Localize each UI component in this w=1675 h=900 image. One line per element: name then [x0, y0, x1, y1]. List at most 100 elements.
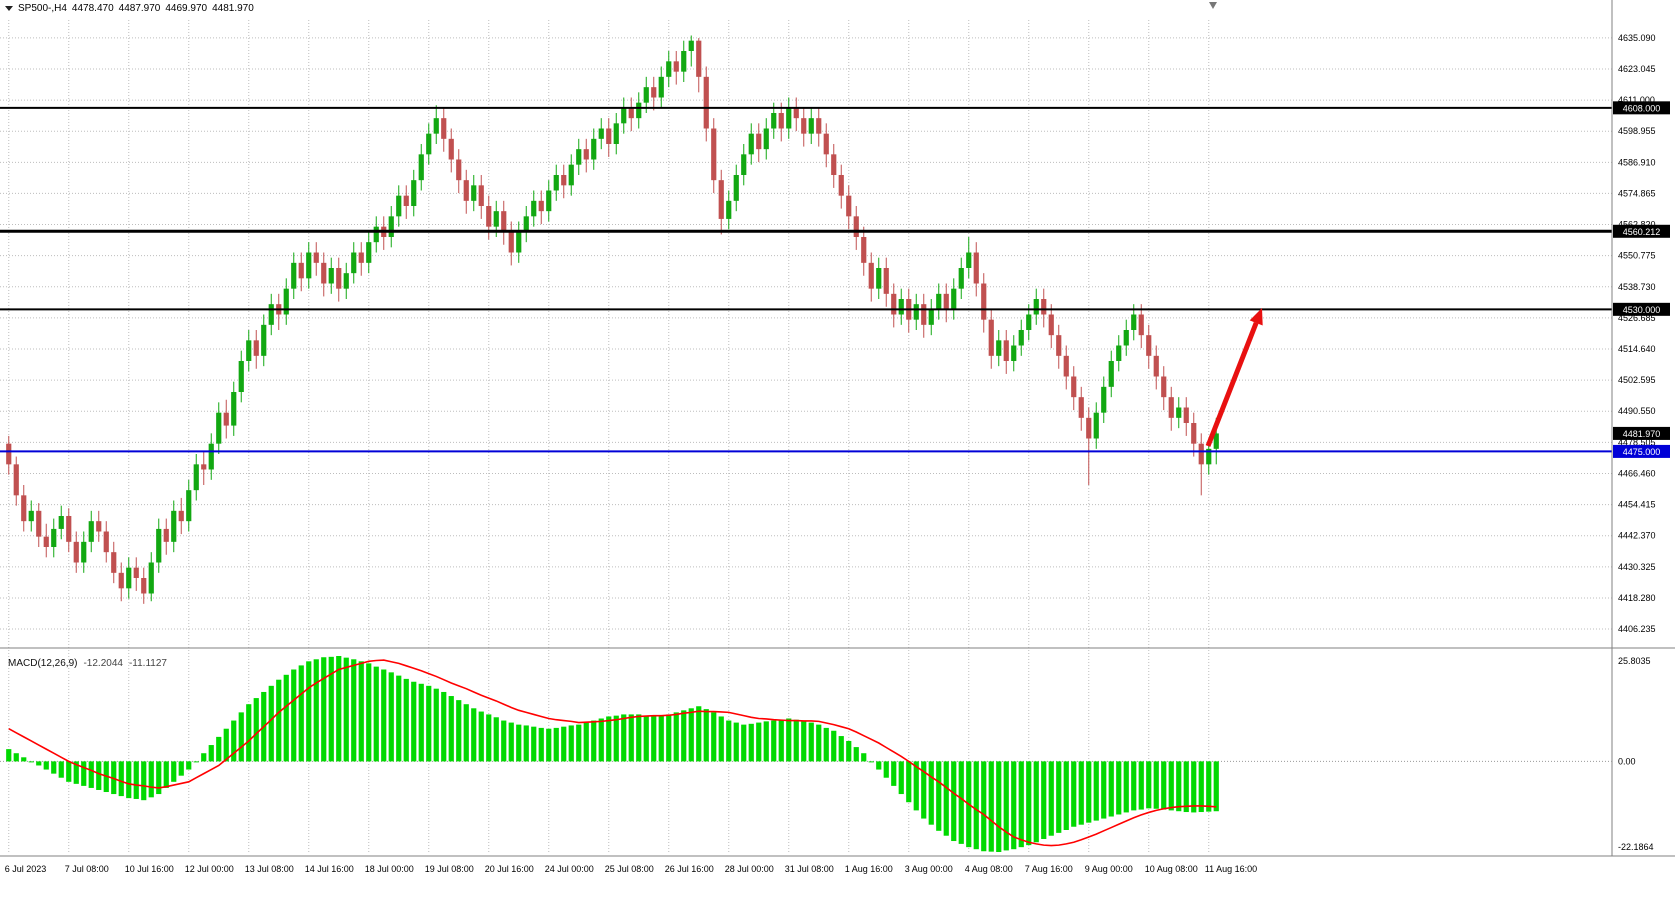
- macd-histogram-bar: [268, 685, 274, 762]
- macd-histogram-bar: [891, 761, 897, 786]
- candle-body: [831, 154, 837, 175]
- macd-histogram-bar: [396, 675, 402, 762]
- price-axis-label: 4430.325: [1618, 562, 1656, 572]
- candle-body: [1033, 299, 1039, 315]
- candle-body: [606, 128, 612, 144]
- price-axis-label: 4466.460: [1618, 468, 1656, 478]
- macd-histogram-bar: [6, 749, 12, 762]
- candle-body: [966, 252, 972, 268]
- macd-histogram-bar: [591, 720, 597, 762]
- macd-histogram-bar: [786, 718, 792, 762]
- trend-arrow-shaft[interactable]: [1205, 321, 1259, 447]
- candle-body: [351, 252, 357, 274]
- macd-histogram-bar: [1086, 761, 1092, 823]
- macd-histogram-bar: [703, 709, 709, 762]
- macd-indicator-label: MACD(12,26,9) -12.2044 -11.1127: [8, 658, 167, 669]
- price-axis-label: 4598.955: [1618, 126, 1656, 136]
- macd-name: MACD(12,26,9): [8, 658, 78, 669]
- candle-body: [463, 180, 469, 201]
- macd-histogram-bar: [81, 761, 87, 786]
- macd-histogram-bar: [726, 720, 732, 762]
- candle-body: [876, 268, 882, 289]
- macd-histogram-bar: [1116, 761, 1122, 815]
- candle-body: [43, 536, 49, 547]
- candle-body: [868, 262, 874, 289]
- trend-arrow-head[interactable]: [1249, 308, 1263, 326]
- macd-histogram-bar: [1138, 761, 1144, 810]
- macd-histogram-bar: [906, 761, 912, 803]
- candle-body: [1093, 412, 1099, 439]
- candle-body: [96, 521, 102, 532]
- candle-body: [1078, 397, 1084, 418]
- candle-body: [111, 552, 117, 573]
- symbol-dropdown-icon[interactable]: [5, 6, 13, 11]
- macd-histogram-bar: [673, 712, 679, 762]
- candle-body: [516, 231, 522, 253]
- macd-histogram-bar: [531, 726, 537, 762]
- candle-body: [283, 288, 289, 315]
- candle-body: [711, 128, 717, 181]
- macd-histogram-bar: [696, 706, 702, 762]
- macd-histogram-bar: [1213, 761, 1219, 812]
- candle-body: [921, 304, 927, 325]
- candle-body: [66, 516, 72, 542]
- macd-histogram-bar: [643, 715, 649, 762]
- chart-shift-marker-icon: [1209, 2, 1217, 9]
- candle-body: [321, 262, 327, 284]
- ohlc-low: 4469.970: [165, 3, 208, 14]
- candle-body: [748, 133, 754, 155]
- macd-histogram-bar: [1168, 761, 1174, 811]
- macd-histogram-bar: [1206, 761, 1212, 812]
- time-axis-label: 6 Jul 2023: [5, 864, 47, 874]
- candle-body: [996, 340, 1002, 356]
- macd-histogram-bar: [636, 714, 642, 762]
- macd-signal-line: [8, 659, 1217, 847]
- price-axis-label: 4502.595: [1618, 375, 1656, 385]
- candle-body: [913, 304, 919, 320]
- macd-histogram-bar: [418, 683, 424, 762]
- macd-histogram-bar: [936, 761, 942, 831]
- candle-body: [73, 541, 79, 563]
- price-axis-label: 4586.910: [1618, 157, 1656, 167]
- candle-body: [118, 572, 124, 589]
- candle-body: [666, 61, 672, 77]
- candle-body: [433, 118, 439, 134]
- candle-body: [696, 40, 702, 77]
- macd-histogram-bar: [373, 666, 379, 762]
- candle-body: [28, 510, 34, 522]
- candle-body: [1026, 314, 1032, 330]
- macd-histogram-bar: [816, 724, 822, 762]
- macd-histogram-bar: [1101, 761, 1107, 819]
- time-axis-label: 25 Jul 08:00: [605, 864, 654, 874]
- macd-scale-zero-label: 0.00: [1618, 756, 1636, 766]
- candle-body: [988, 319, 994, 356]
- candle-body: [103, 531, 109, 553]
- macd-histogram-bar: [943, 761, 949, 836]
- candle-body: [1048, 314, 1054, 336]
- candle-body: [1071, 376, 1077, 398]
- macd-histogram-bar: [501, 720, 507, 762]
- macd-histogram-bar: [771, 720, 777, 762]
- candle-body: [156, 528, 162, 563]
- macd-histogram-bar: [1071, 761, 1077, 827]
- macd-histogram-bar: [831, 730, 837, 762]
- macd-histogram-bar: [583, 722, 589, 762]
- candle-body: [1138, 314, 1144, 336]
- macd-histogram-bar: [1108, 761, 1114, 817]
- macd-histogram-bar: [598, 718, 604, 762]
- price-axis-label: 4442.370: [1618, 531, 1656, 541]
- macd-histogram-bar: [718, 716, 724, 762]
- macd-histogram-bar: [1161, 761, 1167, 810]
- candle-body: [763, 128, 769, 150]
- macd-histogram-bar: [988, 761, 994, 852]
- macd-histogram-bar: [463, 704, 469, 762]
- candle-body: [853, 216, 859, 237]
- macd-histogram-bar: [231, 720, 237, 762]
- price-axis-label: 4623.045: [1618, 64, 1656, 74]
- macd-histogram-bar: [381, 669, 387, 762]
- macd-histogram-bar: [336, 656, 342, 762]
- candle-body: [148, 562, 154, 594]
- candle-body: [553, 175, 559, 191]
- time-axis-label: 3 Aug 00:00: [905, 864, 953, 874]
